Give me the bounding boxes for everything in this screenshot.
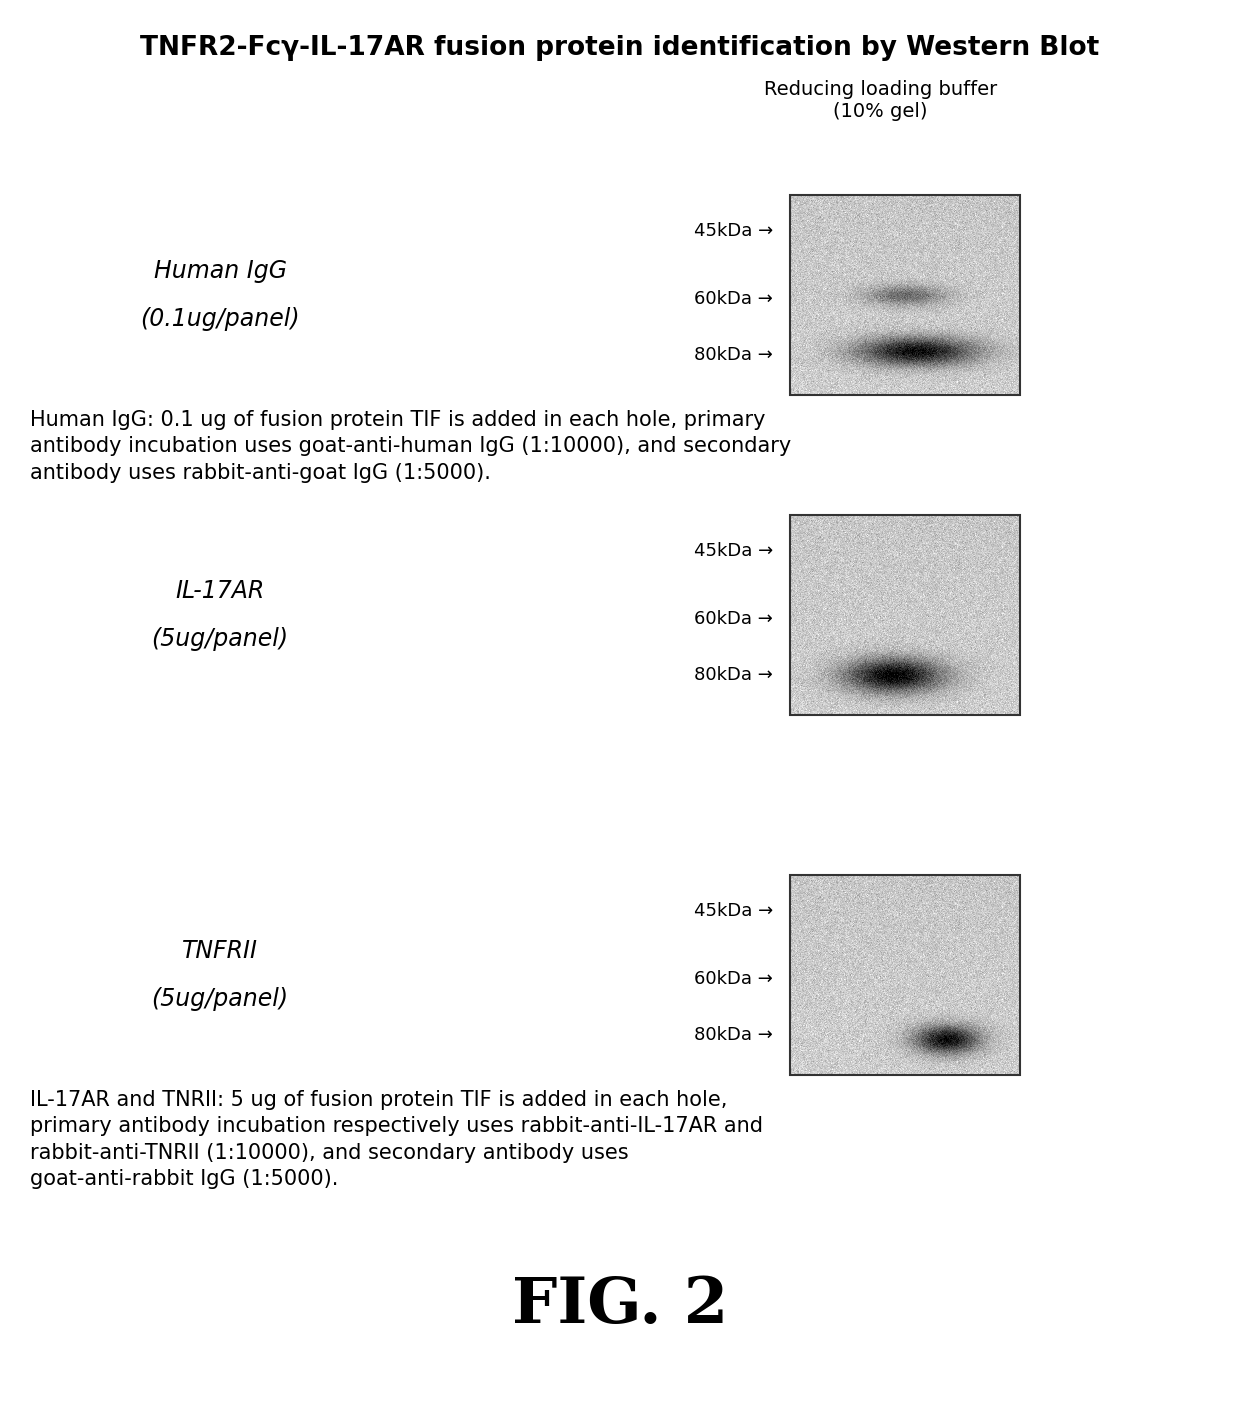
Text: IL-17AR and TNRII: 5 ug of fusion protein TIF is added in each hole,
primary ant: IL-17AR and TNRII: 5 ug of fusion protei… [30,1090,763,1189]
Text: Human IgG: Human IgG [154,259,286,282]
Text: 45kDa →: 45kDa → [693,902,773,920]
Text: (0.1ug/panel): (0.1ug/panel) [140,308,300,332]
Text: 80kDa →: 80kDa → [694,666,773,684]
Text: 60kDa →: 60kDa → [694,610,773,628]
Text: TNFR2-Fcγ-IL-17AR fusion protein identification by Western Blot: TNFR2-Fcγ-IL-17AR fusion protein identif… [140,35,1100,60]
Bar [790,516,1021,715]
Text: IL-17AR: IL-17AR [175,579,264,603]
Text: 45kDa →: 45kDa → [693,222,773,240]
Text: (5ug/panel): (5ug/panel) [151,986,289,1012]
Text: 80kDa →: 80kDa → [694,346,773,364]
Text: 60kDa →: 60kDa → [694,969,773,988]
Text: FIG. 2: FIG. 2 [512,1274,728,1336]
Text: 60kDa →: 60kDa → [694,289,773,308]
Bar [790,195,1021,395]
Text: 45kDa →: 45kDa → [693,542,773,561]
Text: TNFRII: TNFRII [182,939,258,962]
Text: 80kDa →: 80kDa → [694,1026,773,1044]
Text: Human IgG: 0.1 ug of fusion protein TIF is added in each hole, primary
antibody : Human IgG: 0.1 ug of fusion protein TIF … [30,410,791,483]
Text: Reducing loading buffer
(10% gel): Reducing loading buffer (10% gel) [764,80,997,121]
Text: (5ug/panel): (5ug/panel) [151,627,289,651]
Bar [790,875,1021,1075]
